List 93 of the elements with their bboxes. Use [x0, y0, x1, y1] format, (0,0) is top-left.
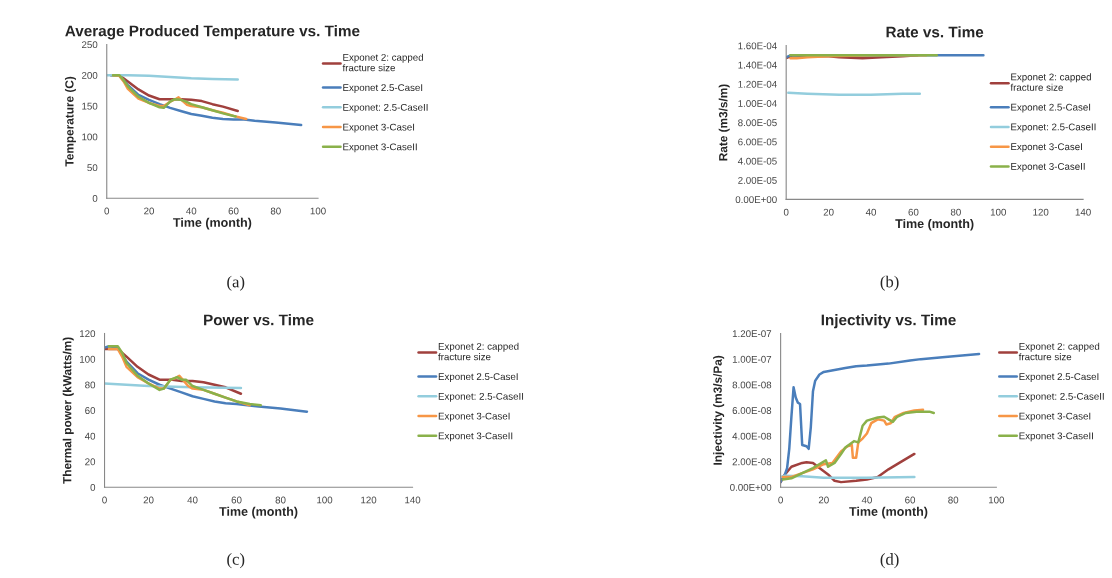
legend-label: Exponet 2.5-CaseI [343, 84, 423, 93]
legend-label: Exponet 2: capped fracture size [1010, 73, 1091, 91]
y-tick-label: 1.60E-04 [738, 42, 777, 50]
y-tick-label: 1.20E-04 [738, 80, 777, 88]
x-axis-title: Time (month) [849, 506, 928, 519]
legend-label: Exponet 3-CaseI [1011, 143, 1082, 153]
x-tick-label: 100 [990, 208, 1006, 216]
x-tick-label: 100 [317, 496, 333, 504]
legend-label: Exponet 2.5-CaseI [1011, 103, 1091, 113]
y-tick-label: 1.00E-07 [732, 355, 772, 363]
y-tick-label: 4.00E-05 [737, 157, 777, 165]
x-tick-label: 60 [908, 208, 919, 216]
x-tick-label: 60 [905, 496, 916, 504]
y-tick-label: 100 [80, 355, 96, 363]
legend-label: Exponet 3-CaseI [1019, 412, 1091, 422]
x-tick-label: 80 [275, 496, 286, 504]
y-axis-title: Temperature (C) [64, 76, 76, 167]
y-tick-label: 250 [81, 41, 98, 49]
text: (c) [227, 553, 245, 569]
y-tick-label: 60 [85, 407, 96, 414]
y-tick-label: 8.00E-05 [738, 119, 777, 127]
y-tick-label: 50 [87, 164, 98, 172]
y-tick-label: 6.00E-08 [732, 407, 772, 414]
legend-label: Exponet: 2.5-CaseII [343, 103, 428, 113]
legend-label: Exponet 3-CaseII [438, 432, 513, 442]
y-axis-title: Rate (m3/s/m) [718, 84, 730, 161]
x-tick-label: 100 [988, 496, 1005, 504]
y-tick-label: 1.40E-04 [738, 61, 777, 69]
legend-label: Exponet 3-CaseI [438, 412, 510, 422]
y-tick-label: 0 [92, 194, 98, 202]
legend-label: Exponet 2: capped fracture size [1018, 342, 1100, 361]
x-tick-label: 80 [950, 208, 961, 216]
y-tick-label: 20 [85, 458, 96, 466]
y-tick-label: 40 [84, 432, 96, 440]
y-tick-label: 8.00E-08 [732, 381, 772, 389]
legend-label: Exponet: 2.5-CaseII [1019, 392, 1104, 402]
text: (d) [880, 553, 899, 569]
y-tick-label: 120 [80, 330, 96, 338]
legend-label: Exponet 3-CaseII [1011, 163, 1085, 172]
x-tick-label: 40 [861, 496, 872, 504]
legend-label: Exponet 2: capped fracture size [438, 342, 519, 361]
x-axis-title: Time (month) [895, 218, 974, 231]
y-axis-title: Injectivity (m3/s/Pa) [713, 355, 725, 465]
legend-label: Exponet 3-CaseII [343, 143, 417, 153]
x-tick-label: 140 [1075, 208, 1091, 216]
x-tick-label: 0 [104, 207, 110, 215]
x-tick-label: 140 [405, 496, 421, 504]
x-tick-label: 60 [228, 207, 239, 215]
y-tick-label: 200 [81, 71, 98, 79]
x-tick-label: 120 [361, 496, 377, 504]
text: (a) [227, 275, 245, 291]
legend-label: Exponet: 2.5-CaseII [438, 392, 524, 402]
legend-label: Exponet 3-CaseII [1019, 432, 1093, 442]
x-tick-label: 20 [818, 496, 829, 504]
legend-label: Exponet 2.5-CaseI [438, 373, 518, 382]
y-tick-label: 100 [82, 133, 98, 141]
x-axis-title: Time (month) [173, 217, 252, 230]
y-tick-label: 0.00E+00 [735, 196, 777, 204]
y-axis-title: Thermal power (kWatts/m) [62, 337, 74, 484]
legend-label: Exponet 2.5-CaseI [1019, 373, 1099, 382]
x-tick-label: 80 [270, 207, 281, 215]
chart-title: Power vs. Time [204, 314, 314, 326]
x-tick-label: 40 [865, 208, 877, 216]
y-tick-label: 0 [90, 483, 96, 491]
x-tick-label: 20 [144, 207, 155, 215]
x-tick-label: 0 [778, 496, 783, 504]
x-axis-title: Time (month) [219, 506, 298, 519]
y-tick-label: 2.00E-08 [732, 458, 772, 466]
x-tick-label: 120 [1033, 208, 1049, 216]
text: (b) [880, 275, 899, 291]
x-tick-label: 20 [823, 208, 834, 216]
y-tick-label: 150 [82, 102, 98, 110]
legend-label: Exponet 2: capped fracture size [342, 53, 423, 72]
x-tick-label: 60 [231, 496, 242, 504]
y-tick-label: 4.00E-08 [732, 432, 772, 440]
legend-label: Exponet 3-CaseI [343, 123, 415, 133]
x-tick-label: 0 [783, 208, 789, 216]
chart-title: Injectivity vs. Time [821, 314, 956, 329]
y-tick-label: 6.00E-05 [738, 138, 777, 146]
legend-label: Exponet: 2.5-CaseII [1011, 123, 1096, 133]
x-tick-label: 40 [187, 496, 198, 504]
x-tick-label: 0 [102, 496, 107, 504]
y-tick-label: 2.00E-05 [738, 176, 777, 184]
x-tick-label: 80 [948, 496, 959, 504]
x-tick-label: 40 [186, 207, 197, 215]
y-tick-label: 1.00E-04 [738, 100, 777, 107]
y-tick-label: 1.20E-07 [732, 330, 772, 338]
y-tick-label: 0.00E+00 [730, 483, 772, 491]
chart-title: Average Produced Temperature vs. Time [65, 25, 360, 40]
chart-title: Rate vs. Time [886, 26, 984, 38]
x-tick-label: 100 [310, 207, 326, 215]
y-tick-label: 80 [85, 381, 96, 389]
x-tick-label: 20 [143, 496, 154, 504]
